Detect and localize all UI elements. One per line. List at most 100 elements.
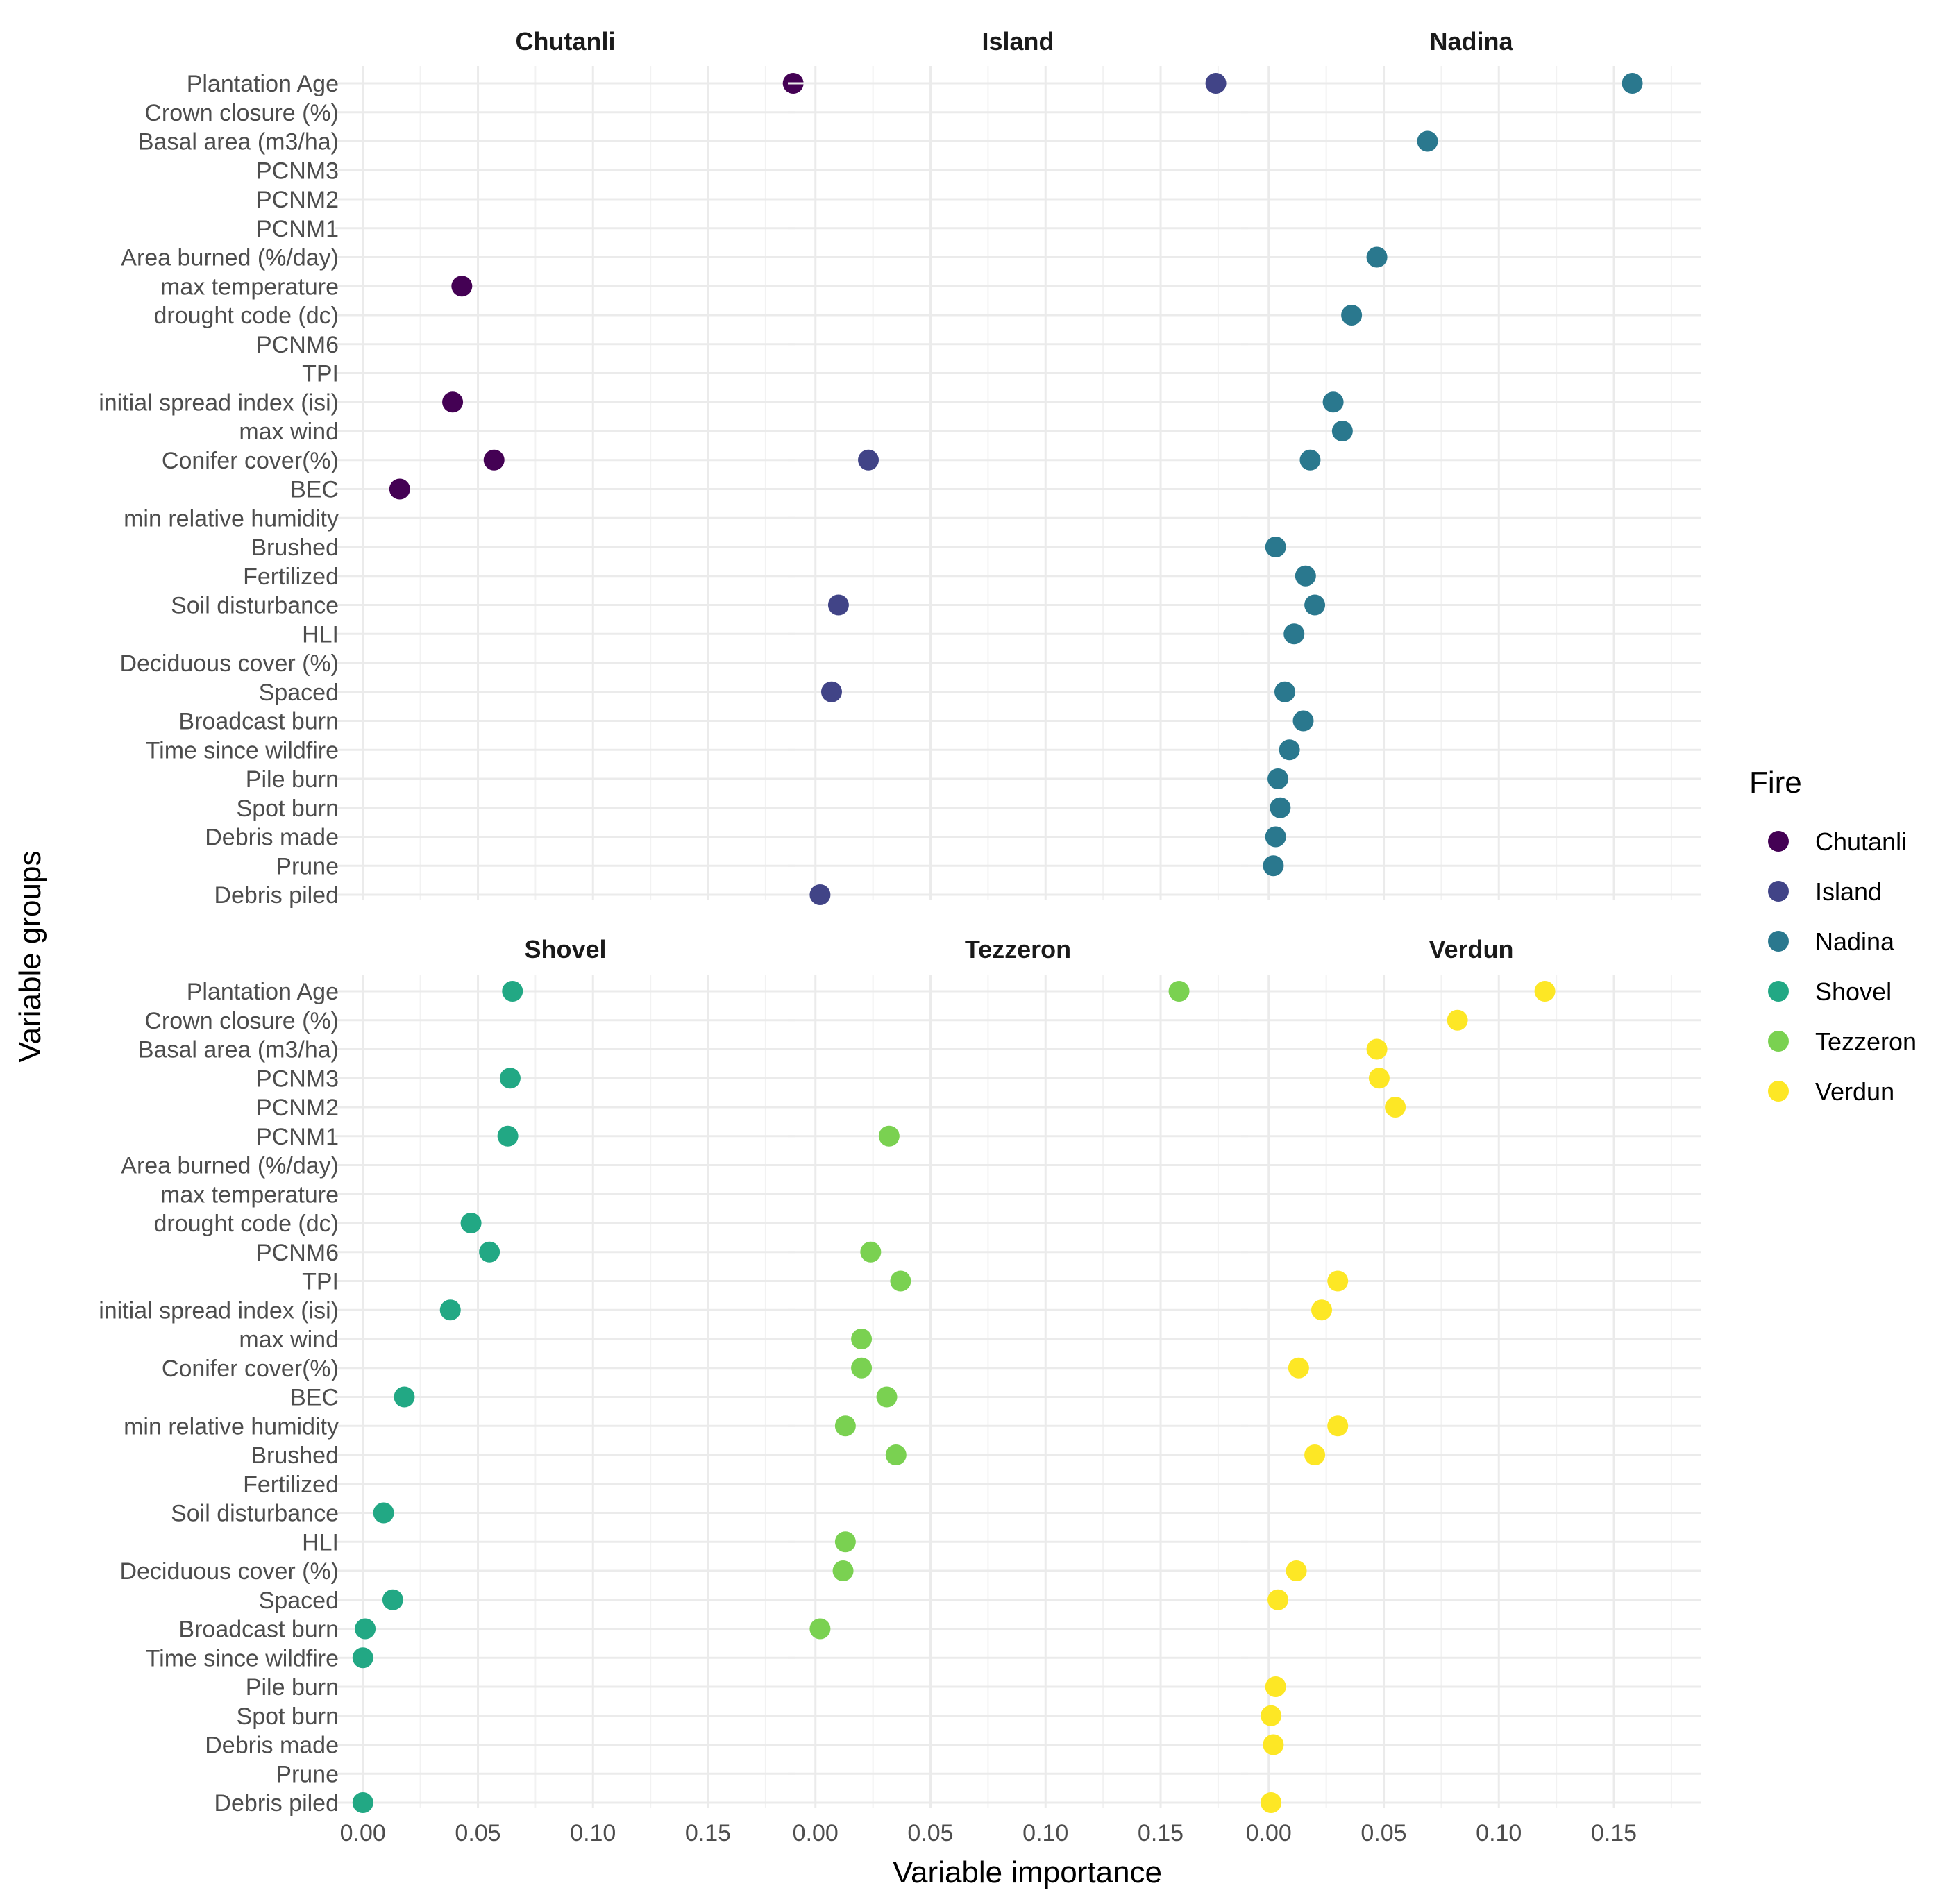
facet-title-tezzeron: Tezzeron: [965, 935, 1071, 963]
y-tick-label: Soil disturbance: [171, 593, 339, 619]
y-tick-label: max temperature: [160, 273, 339, 300]
point-verdun-tpi: [1327, 1270, 1349, 1292]
y-tick-label: Basal area (m3/ha): [138, 129, 339, 155]
point-shovel-time-since-wildfire: [352, 1647, 373, 1669]
x-tick-label: 0.15: [685, 1820, 731, 1846]
point-verdun-spot-burn: [1261, 1705, 1282, 1726]
legend-item-tezzeron: Tezzeron: [1768, 1027, 1917, 1056]
point-tezzeron-pcnm6: [860, 1241, 882, 1263]
y-tick-label: Spaced: [259, 680, 339, 706]
point-island-conifer-cover: [858, 449, 879, 471]
facet-panels: Chutanli Island Nadina Shovel Tezzeron Verdun: [335, 27, 1701, 1813]
y-tick-label: Debris piled: [214, 882, 339, 909]
y-tick-label: Broadcast burn: [178, 709, 339, 735]
y-tick-label: HLI: [302, 621, 339, 648]
facet-title-chutanli: Chutanli: [516, 27, 616, 56]
point-tezzeron-min-relative-humidity: [834, 1415, 856, 1437]
point-shovel-debris-piled: [352, 1792, 373, 1813]
panel-shovel: Shovel: [335, 935, 795, 1813]
y-tick-label: Pile burn: [246, 1674, 339, 1701]
y-tick-label: Crown closure (%): [144, 100, 339, 126]
y-tick-label: Fertilized: [243, 564, 339, 590]
point-nadina-prune: [1263, 855, 1284, 877]
point-shovel-drought-code-dc: [460, 1213, 482, 1233]
point-verdun-plantation-age: [1534, 981, 1556, 1002]
point-nadina-hli: [1283, 623, 1305, 645]
point-nadina-spaced: [1274, 681, 1295, 702]
point-nadina-brushed: [1265, 537, 1286, 557]
legend-key-tezzeron: [1768, 1031, 1789, 1052]
y-tick-label: BEC: [290, 477, 339, 503]
y-tick-label: Spot burn: [237, 795, 339, 822]
point-island-debris-piled: [809, 884, 831, 905]
point-verdun-brushed: [1304, 1444, 1326, 1465]
x-tick-label: 0.05: [907, 1820, 953, 1846]
point-island-spaced: [820, 681, 842, 702]
point-tezzeron-max-wind: [851, 1329, 873, 1349]
legend-key-chutanli: [1768, 831, 1789, 852]
legend-key-verdun: [1768, 1081, 1789, 1102]
y-tick-label: Time since wildfire: [146, 1645, 339, 1671]
x-tick-label: 0.00: [1246, 1820, 1292, 1846]
panel-tezzeron: Tezzeron: [788, 935, 1248, 1808]
x-tick-label: 0.00: [793, 1820, 839, 1846]
point-shovel-plantation-age: [502, 981, 523, 1002]
y-tick-label: Basal area (m3/ha): [138, 1037, 339, 1063]
y-tick-label: Broadcast burn: [178, 1617, 339, 1643]
y-tick-label: Debris made: [205, 825, 339, 851]
point-shovel-broadcast-burn: [355, 1618, 376, 1640]
y-tick-label: PCNM6: [256, 1240, 339, 1266]
point-verdun-debris-made: [1263, 1734, 1284, 1755]
facet-title-verdun: Verdun: [1429, 935, 1513, 963]
point-tezzeron-brushed: [885, 1444, 907, 1465]
point-nadina-basal-area-m3-ha: [1417, 130, 1438, 152]
y-tick-label: Debris piled: [214, 1790, 339, 1817]
y-tick-label: initial spread index (isi): [99, 1297, 339, 1324]
y-tick-label: Fertilized: [243, 1472, 339, 1498]
y-tick-label: PCNM2: [256, 1095, 339, 1121]
axes: Plantation Age Crown closure (%) Basal are…: [99, 71, 1637, 1846]
y-tick-label: min relative humidity: [124, 505, 339, 532]
point-shovel-spaced: [382, 1589, 403, 1610]
legend: Fire Chutanli Island Nadina Shovel Tezzeron Ve…: [1749, 766, 1917, 1106]
legend-label-nadina: Nadina: [1815, 927, 1895, 956]
y-tick-label: Brushed: [251, 1442, 339, 1469]
legend-label-verdun: Verdun: [1815, 1077, 1894, 1106]
panel-island: Island: [788, 27, 1248, 905]
x-tick-label: 0.05: [1361, 1820, 1406, 1846]
y-tick-label: max wind: [239, 1326, 339, 1353]
y-tick-label: PCNM3: [256, 1065, 339, 1092]
point-verdun-pcnm3: [1368, 1068, 1390, 1089]
point-chutanli-max-temperature: [451, 276, 473, 297]
point-shovel-pcnm6: [479, 1241, 500, 1263]
x-tick-label: 0.00: [340, 1820, 386, 1846]
point-verdun-basal-area-m3-ha: [1366, 1038, 1388, 1060]
point-tezzeron-deciduous-cover: [832, 1560, 854, 1581]
y-tick-label: PCNM6: [256, 332, 339, 358]
legend-title: Fire: [1749, 766, 1802, 800]
point-verdun-conifer-cover: [1288, 1357, 1309, 1379]
y-tick-label: initial spread index (isi): [99, 389, 339, 416]
y-tick-label: Spaced: [259, 1587, 339, 1614]
y-tick-label: Prune: [276, 1761, 339, 1787]
y-axis-title: Variable groups: [13, 851, 47, 1063]
legend-item-chutanli: Chutanli: [1768, 827, 1907, 856]
point-nadina-conifer-cover: [1299, 449, 1321, 471]
x-tick-label: 0.10: [1022, 1820, 1068, 1846]
x-tick-label: 0.05: [455, 1820, 500, 1846]
y-tick-label: Area burned (%/day): [121, 1153, 339, 1179]
y-tick-label: Conifer cover(%): [162, 448, 339, 474]
panel-verdun: Verdun: [1241, 935, 1701, 1813]
point-nadina-pile-burn: [1267, 768, 1289, 789]
point-tezzeron-pcnm1: [878, 1125, 900, 1147]
y-tick-label: Soil disturbance: [171, 1501, 339, 1527]
panel-chutanli: Chutanli: [335, 27, 804, 900]
x-tick-label: 0.10: [570, 1820, 616, 1846]
point-shovel-pcnm3: [499, 1068, 521, 1089]
x-tick-label: 0.10: [1476, 1820, 1522, 1846]
y-tick-label: PCNM1: [256, 216, 339, 242]
y-tick-label: TPI: [302, 361, 339, 387]
y-tick-label: max wind: [239, 419, 339, 445]
